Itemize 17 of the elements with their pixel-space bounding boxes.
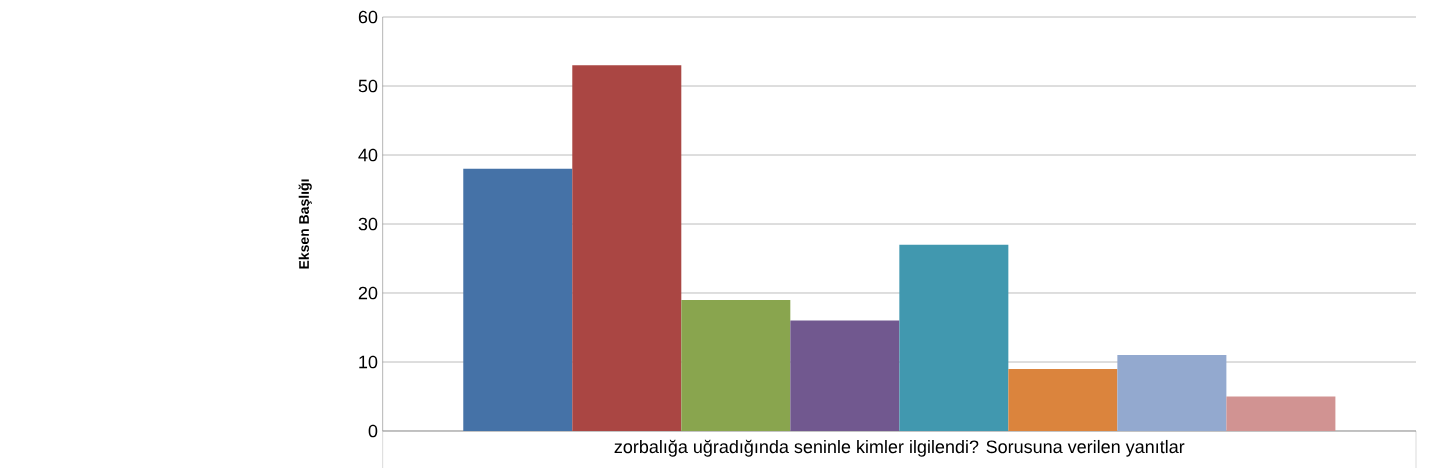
y-tick-label: 50	[358, 79, 378, 93]
bar	[572, 65, 682, 431]
bar	[899, 244, 1009, 431]
bar	[463, 168, 573, 431]
x-tick-label: zorbalığa uğradığında seninle kimler ilgilendi? Sorusuna verilen yanıtlar	[614, 439, 1185, 457]
bar	[681, 299, 791, 431]
y-tick-label: 10	[359, 355, 378, 369]
y-axis-title: Eksen Başlığı	[298, 179, 312, 269]
bar	[1226, 396, 1336, 431]
y-tick-label: 30	[358, 217, 378, 231]
bar	[790, 320, 900, 431]
y-tick-label: 40	[358, 148, 378, 162]
bar	[1008, 368, 1118, 431]
y-tick-label: 60	[358, 10, 378, 24]
y-tick-label: 20	[358, 286, 378, 300]
bar	[1117, 355, 1227, 431]
y-tick-label: 0	[368, 424, 378, 438]
